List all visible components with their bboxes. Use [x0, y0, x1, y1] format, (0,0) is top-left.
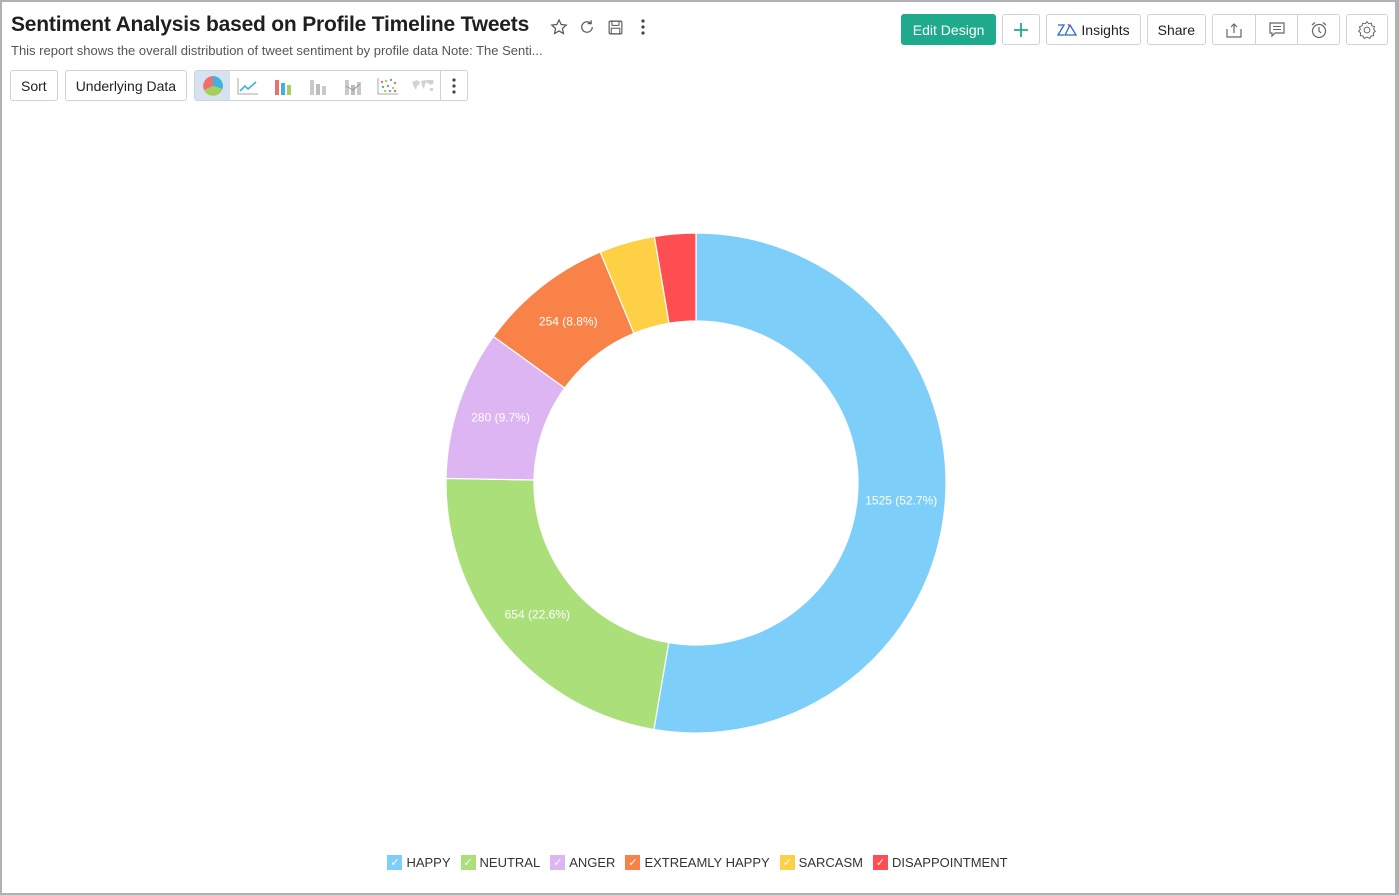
chart-type-scatter[interactable]: [370, 71, 405, 100]
legend-label: SARCASM: [798, 855, 863, 870]
star-icon[interactable]: [550, 16, 568, 38]
chart-type-line[interactable]: [230, 71, 265, 100]
chart-type-stacked-bar[interactable]: [300, 71, 335, 100]
report-actions: Edit Design Insights Share: [900, 14, 1388, 45]
sort-button[interactable]: Sort: [10, 70, 58, 101]
bar-chart-icon: [274, 79, 291, 95]
checkmark-icon: ✓: [460, 855, 476, 870]
export-icon: [1226, 22, 1242, 38]
share-button[interactable]: Share: [1146, 14, 1206, 45]
legend-item-happy[interactable]: ✓ HAPPY: [387, 855, 451, 870]
checkmark-icon: ✓: [625, 855, 641, 870]
legend-item-neutral[interactable]: ✓ NEUTRAL: [460, 855, 541, 870]
more-vertical-icon: [452, 77, 456, 94]
waterfall-chart-icon: [344, 79, 361, 95]
slice-label: 254 (8.8%): [539, 314, 598, 328]
slice-label: 1525 (52.7%): [865, 493, 937, 507]
line-chart-icon: [237, 77, 258, 94]
comment-button[interactable]: [1255, 15, 1297, 44]
chart-type-bar[interactable]: [265, 71, 300, 100]
title-actions: [550, 16, 652, 38]
action-icon-group: [1212, 14, 1340, 45]
chart-legend: ✓ HAPPY ✓ NEUTRAL ✓ ANGER ✓ EXTREAMLY HAPPY ✓ SAR…: [0, 855, 1395, 870]
slice-disappointment[interactable]: [653, 232, 697, 324]
legend-item-disappointment[interactable]: ✓ DISAPPOINTMENT: [872, 855, 1008, 870]
page-title: Sentiment Analysis based on Profile Time…: [11, 13, 530, 36]
insights-button[interactable]: Insights: [1046, 14, 1141, 45]
legend-label: HAPPY: [406, 855, 451, 870]
chart-type-pie[interactable]: [195, 71, 231, 100]
plus-icon: [1014, 22, 1029, 37]
slice-label: 654 (22.6%): [505, 607, 570, 621]
add-button[interactable]: [1002, 14, 1041, 45]
checkmark-icon: ✓: [550, 855, 566, 870]
checkmark-icon: ✓: [872, 855, 888, 870]
insights-label: Insights: [1081, 21, 1130, 38]
pie-chart-icon: [202, 75, 223, 96]
checkmark-icon: ✓: [387, 855, 403, 870]
refresh-icon[interactable]: [578, 16, 596, 38]
chart-type-waterfall[interactable]: [335, 71, 370, 100]
alarm-icon: [1311, 21, 1326, 38]
stacked-bar-icon: [309, 79, 326, 95]
legend-item-extreamly-happy[interactable]: ✓ EXTREAMLY HAPPY: [625, 855, 770, 870]
legend-item-sarcasm[interactable]: ✓ SARCASM: [779, 855, 863, 870]
donut-slices: [445, 232, 947, 734]
settings-button[interactable]: [1346, 14, 1388, 45]
alarm-button[interactable]: [1297, 15, 1339, 44]
zia-insights-icon: [1057, 23, 1078, 36]
more-vertical-icon[interactable]: [634, 16, 652, 38]
report-description: This report shows the overall distributi…: [11, 43, 543, 58]
settings-icon: [1357, 20, 1377, 39]
save-icon[interactable]: [606, 16, 624, 38]
legend-label: ANGER: [569, 855, 616, 870]
export-button[interactable]: [1213, 15, 1255, 44]
slice-label: 280 (9.7%): [471, 411, 530, 425]
chart-toolbar: Sort Underlying Data: [10, 70, 469, 101]
underlying-data-button[interactable]: Underlying Data: [64, 70, 188, 101]
comment-icon: [1268, 21, 1285, 37]
chart-type-map[interactable]: [405, 71, 440, 100]
legend-item-anger[interactable]: ✓ ANGER: [550, 855, 615, 870]
slice-labels: 1525 (52.7%) 654 (22.6%) 280 (9.7%) 254 (8.…: [471, 314, 937, 621]
slice-happy[interactable]: [653, 232, 947, 734]
slice-neutral[interactable]: [445, 477, 670, 731]
legend-label: NEUTRAL: [479, 855, 541, 870]
checkmark-icon: ✓: [779, 855, 795, 870]
scatter-chart-icon: [377, 77, 398, 94]
chart-type-more[interactable]: [440, 71, 467, 100]
legend-label: EXTREAMLY HAPPY: [644, 855, 770, 870]
chart-type-selector: [194, 70, 469, 101]
edit-design-button[interactable]: Edit Design: [900, 14, 997, 45]
donut-chart: 1525 (52.7%) 654 (22.6%) 280 (9.7%) 254 (8.…: [445, 232, 947, 734]
world-map-icon: [411, 79, 434, 91]
legend-label: DISAPPOINTMENT: [891, 855, 1008, 870]
